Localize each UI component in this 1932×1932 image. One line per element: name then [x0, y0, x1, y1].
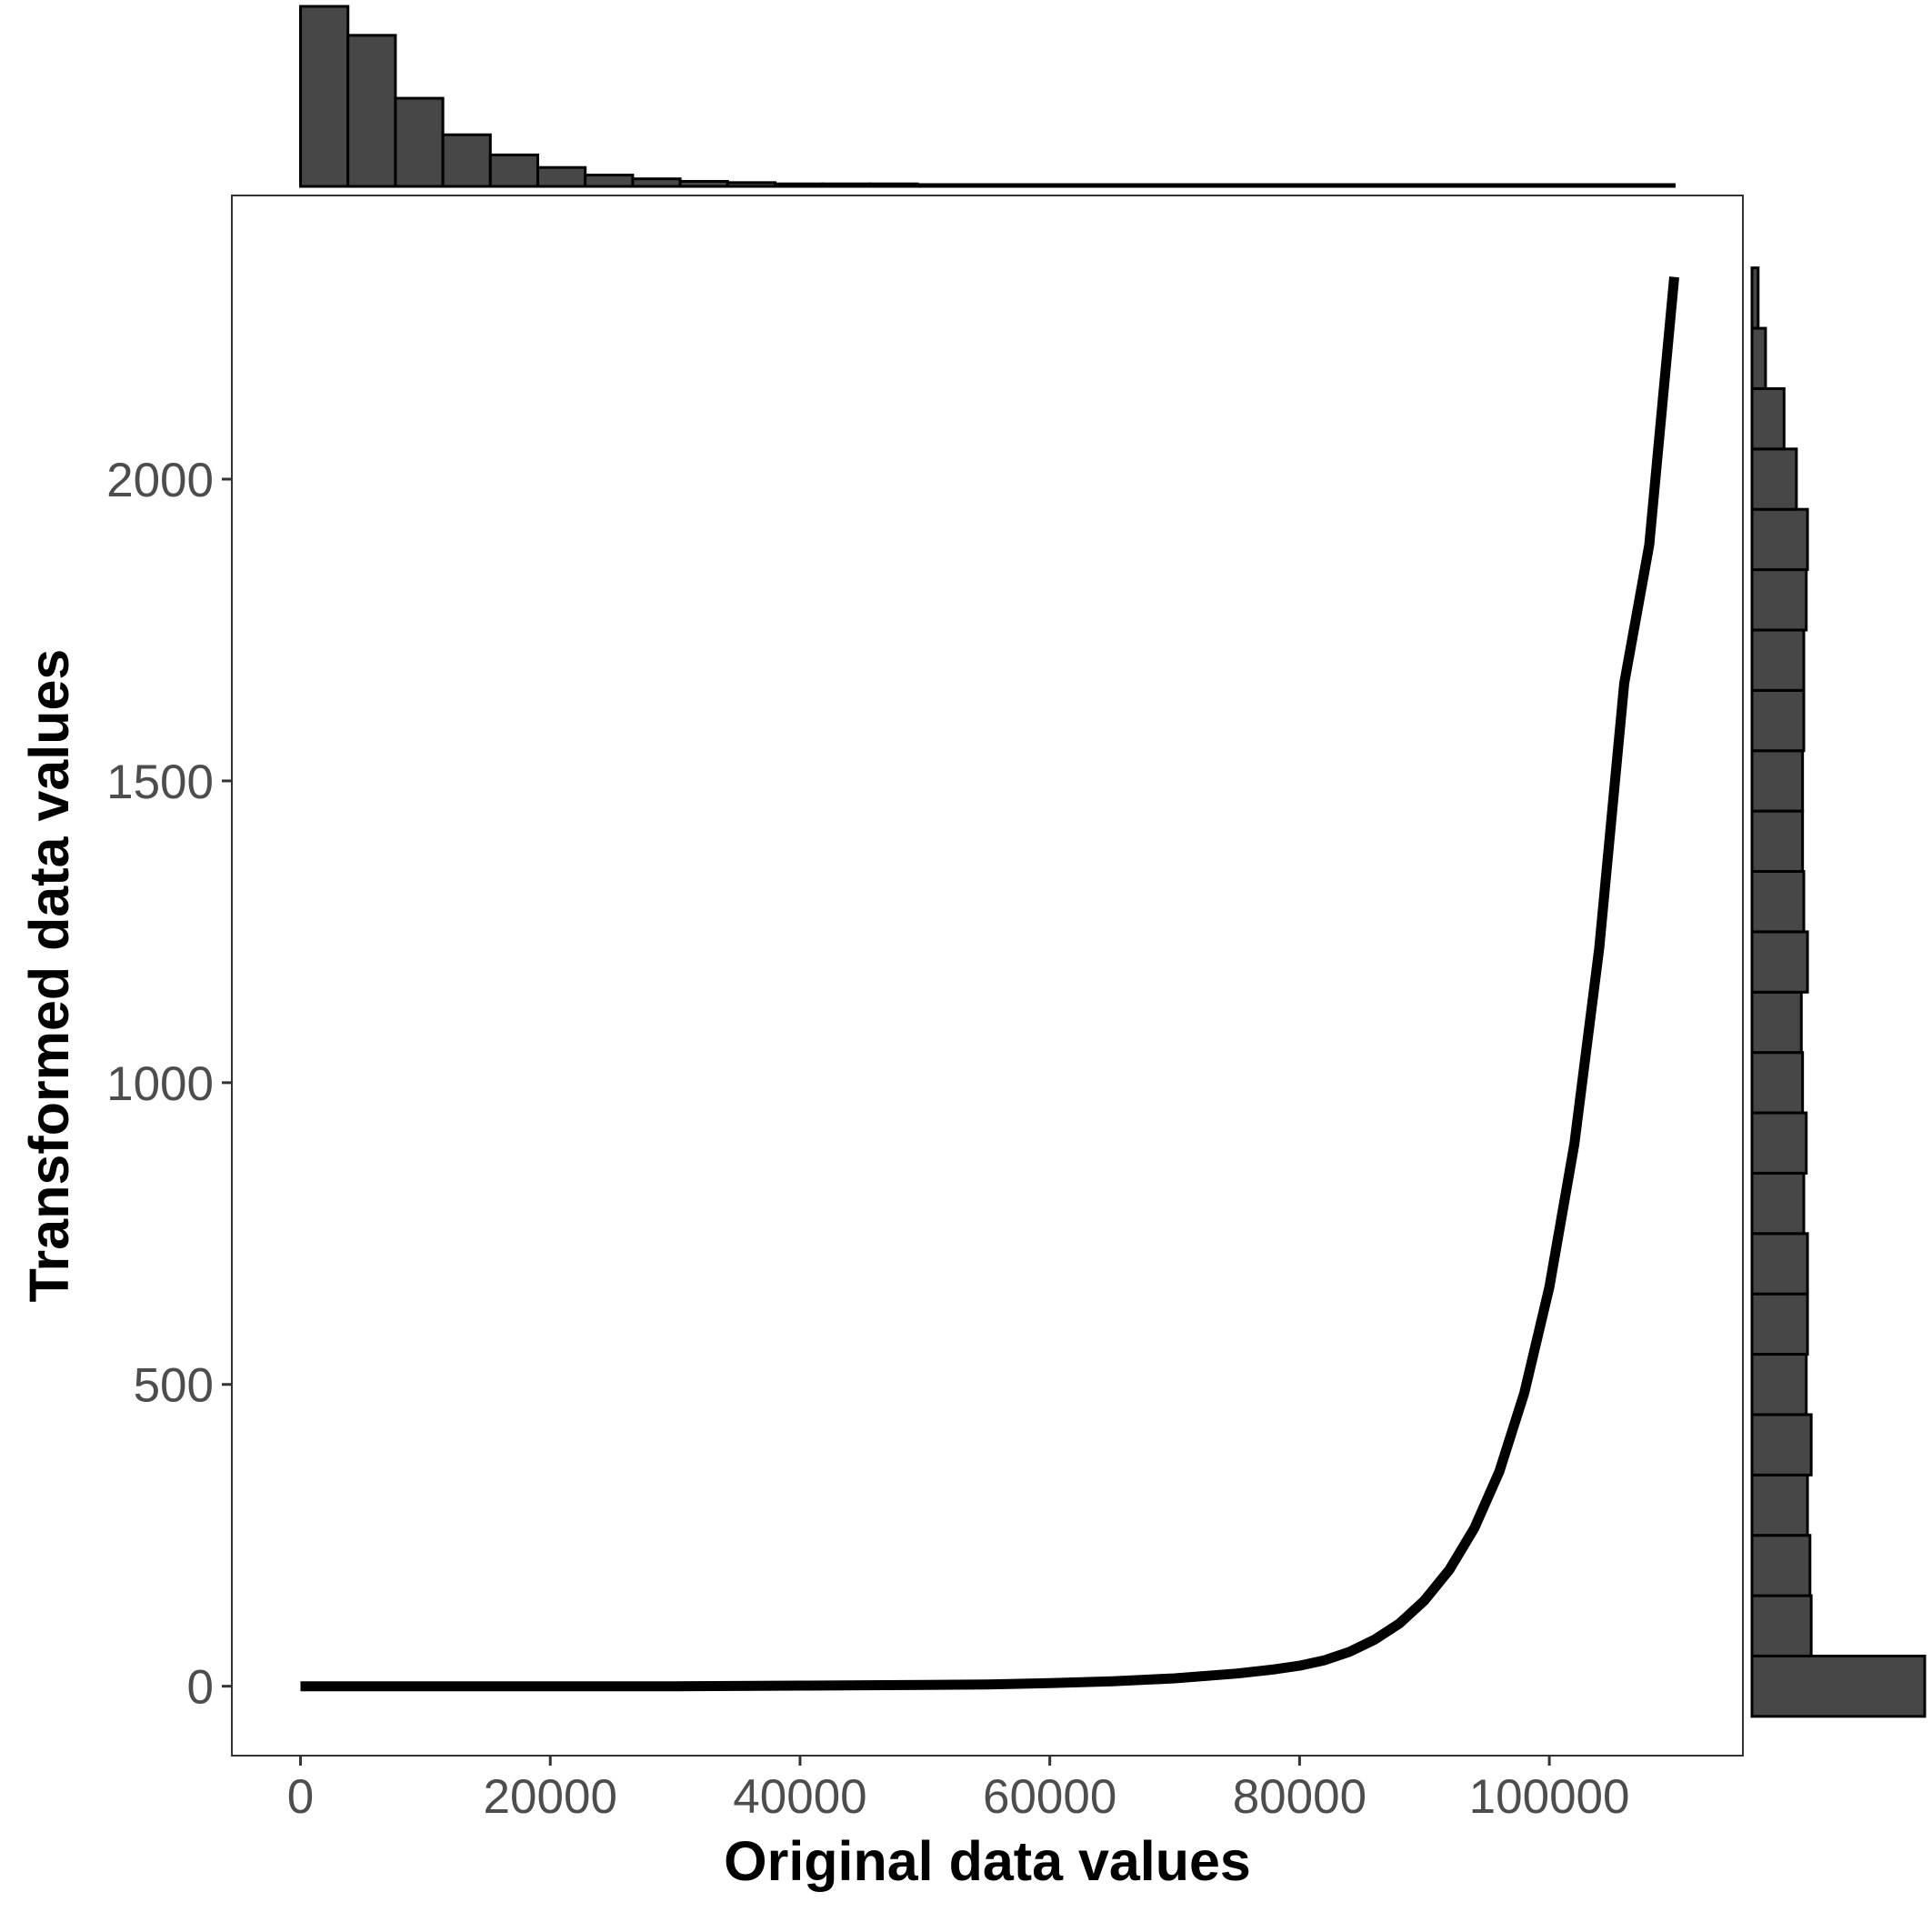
y-histogram-bar — [1750, 326, 1767, 390]
x-histogram-bar — [488, 153, 540, 188]
x-histogram-bar — [441, 133, 492, 188]
x-histogram-bar — [1627, 183, 1676, 188]
y-histogram-bar — [1750, 1111, 1808, 1175]
y-axis: 0 500 1000 1500 2000 — [106, 454, 232, 1715]
y-histogram-bar — [1750, 266, 1760, 330]
x-histogram-bar — [346, 34, 397, 188]
y-histogram-bar — [1750, 930, 1809, 994]
y-axis-title: Transformed data values — [18, 649, 80, 1303]
x-histogram-bar — [1106, 183, 1156, 188]
x-histogram-bar — [821, 182, 872, 188]
y-tick-label: 1000 — [106, 1057, 214, 1111]
x-histogram-bar — [726, 181, 776, 188]
x-tick-label: 100000 — [1469, 1770, 1630, 1824]
y-histogram-bar — [1750, 1413, 1813, 1477]
x-histogram-bar — [1343, 183, 1394, 188]
y-histogram-bar — [1750, 1654, 1927, 1718]
x-histogram-bar — [868, 182, 919, 188]
x-histogram-bar — [1058, 183, 1109, 188]
x-marginal-histogram — [299, 5, 1676, 188]
x-histogram-bar — [963, 183, 1014, 188]
y-histogram-bar — [1750, 628, 1806, 692]
x-histogram-bar — [299, 5, 350, 188]
y-histogram-bar — [1750, 1534, 1812, 1597]
y-histogram-bar — [1750, 869, 1806, 934]
x-histogram-bar — [1153, 183, 1204, 188]
x-histogram-bar — [1485, 183, 1537, 188]
x-tick-label: 40000 — [733, 1770, 866, 1824]
x-histogram-bar — [536, 165, 587, 188]
y-histogram-bar — [1750, 568, 1808, 632]
y-tick-label: 2000 — [106, 454, 214, 507]
y-histogram-bar — [1750, 809, 1805, 873]
y-histogram-bar — [1750, 990, 1803, 1055]
y-histogram-bar — [1750, 1051, 1805, 1115]
x-histogram-bar — [916, 183, 966, 188]
x-histogram-bar — [773, 182, 825, 188]
x-histogram-bar — [394, 96, 445, 188]
y-histogram-bar — [1750, 1292, 1809, 1356]
x-histogram-bar — [1296, 183, 1346, 188]
y-histogram-bar — [1750, 1232, 1809, 1296]
y-histogram-bar — [1750, 1171, 1806, 1236]
x-histogram-bar — [631, 177, 682, 188]
x-axis-title: Original data values — [724, 1830, 1251, 1892]
y-histogram-bar — [1750, 688, 1806, 753]
x-tick-label: 20000 — [484, 1770, 617, 1824]
y-tick-label: 1500 — [106, 756, 214, 809]
x-tick-label: 60000 — [983, 1770, 1116, 1824]
plot-panel-border — [231, 195, 1744, 1757]
x-histogram-bar — [1247, 183, 1299, 188]
x-tick-label: 80000 — [1233, 1770, 1366, 1824]
x-histogram-bar — [1437, 183, 1488, 188]
y-histogram-bar — [1750, 1473, 1809, 1537]
y-tick-label: 0 — [187, 1661, 214, 1715]
x-axis: 0 20000 40000 60000 80000 100000 — [287, 1756, 1630, 1824]
y-histogram-bar — [1750, 1353, 1808, 1416]
transform-curve — [300, 276, 1679, 1692]
x-histogram-bar — [1010, 183, 1062, 188]
x-histogram-bar — [1390, 183, 1441, 188]
y-marginal-histogram — [1750, 266, 1927, 1718]
y-histogram-bar — [1750, 507, 1809, 572]
x-tick-label: 0 — [287, 1770, 314, 1824]
x-histogram-bar — [1533, 183, 1584, 188]
x-histogram-bar — [678, 179, 729, 188]
y-histogram-bar — [1750, 749, 1805, 813]
x-histogram-bar — [1200, 183, 1251, 188]
x-histogram-bar — [584, 174, 635, 188]
y-histogram-bar — [1750, 386, 1786, 451]
y-histogram-bar — [1750, 1594, 1813, 1657]
y-histogram-bar — [1750, 447, 1798, 511]
y-tick-label: 500 — [134, 1359, 214, 1413]
x-histogram-bar — [1580, 183, 1631, 188]
